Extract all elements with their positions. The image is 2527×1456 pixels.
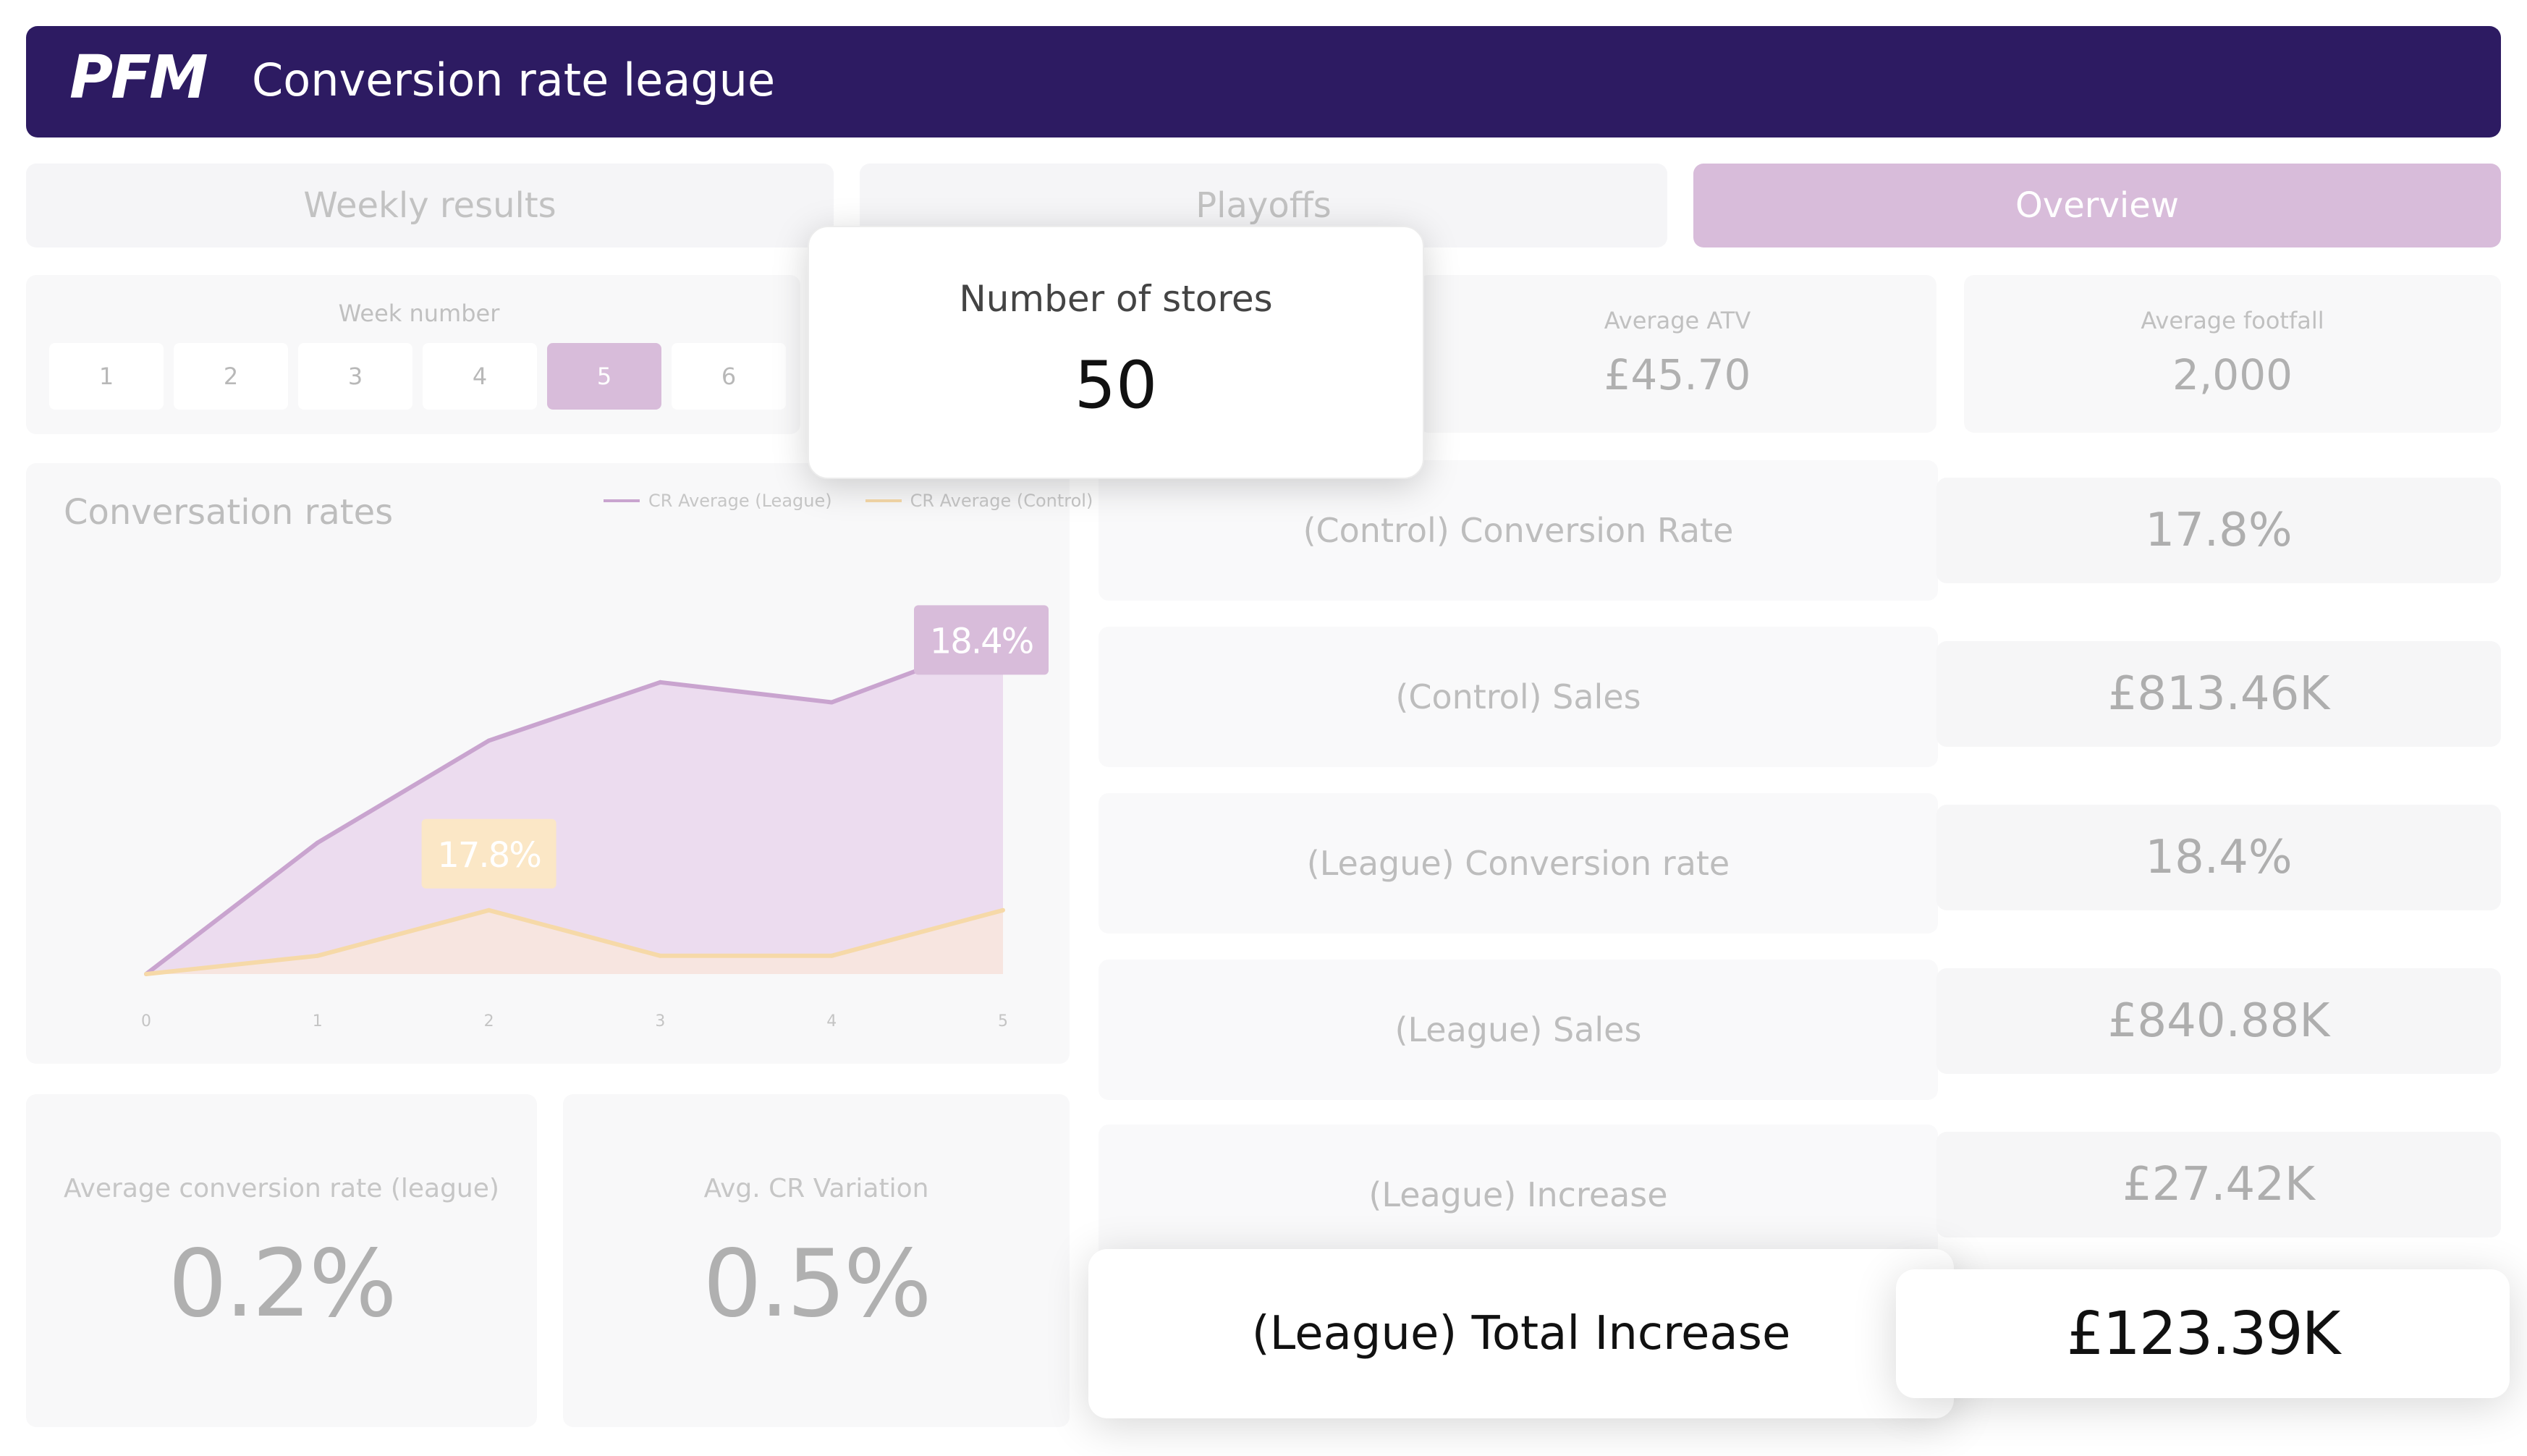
average-footfall-label: Average footfall [2141, 307, 2324, 334]
avg-cr-variation-label: Avg. CR Variation [703, 1174, 929, 1203]
week-button-4[interactable]: 4 [423, 343, 537, 410]
pfm-logo: PFM [69, 43, 208, 112]
league-sales-label: (League) Sales [1099, 960, 1938, 1100]
series-line-control [145, 907, 1004, 976]
average-conversion-rate-card [26, 1094, 537, 1427]
league-sales-value: £840.88K [1936, 968, 2501, 1074]
chart-title: Conversation rates [64, 492, 394, 533]
series-line-league [145, 636, 1004, 976]
league-total-increase-label: (League) Total Increase [1088, 1249, 1954, 1418]
week-button-1[interactable]: 1 [49, 343, 164, 410]
data-point-control-4 [829, 953, 834, 958]
legend-label-control: CR Average (Control) [910, 491, 1093, 511]
league-total-increase-value: £123.39K [1896, 1269, 2510, 1398]
average-footfall-value: 2,000 [2172, 350, 2293, 399]
legend-label-league: CR Average (League) [648, 491, 832, 511]
x-tick-label: 4 [826, 1012, 837, 1030]
number-of-stores-value: 50 [1074, 347, 1158, 423]
conversion-rate-chart: 0 1 2 3 4 5 18.4% 17.8% [141, 605, 1049, 1030]
week-button-3[interactable]: 3 [298, 343, 412, 410]
league-increase-label: (League) Increase [1099, 1125, 1938, 1265]
league-conversion-rate-label: (League) Conversion rate [1099, 793, 1938, 934]
x-tick-label: 1 [313, 1012, 323, 1030]
week-number-label: Week number [338, 300, 500, 327]
average-conversion-rate-value: 0.2% [168, 1230, 397, 1338]
average-conversion-rate-label: Average conversion rate (league) [64, 1174, 499, 1203]
x-tick-label: 0 [141, 1012, 151, 1030]
data-point-control-5 [1001, 907, 1005, 913]
week-button-6[interactable]: 6 [672, 343, 786, 410]
average-footfall-card [1964, 275, 2501, 433]
series-area-league [146, 638, 1003, 974]
league-conversion-rate-value: 18.4% [1936, 805, 2501, 910]
x-tick-label: 5 [998, 1012, 1008, 1030]
data-point-league-4 [829, 700, 834, 705]
data-point-control-2 [486, 907, 491, 913]
number-of-stores-card [808, 226, 1424, 479]
data-point-control-3 [658, 953, 663, 958]
week-button-2[interactable]: 2 [174, 343, 288, 410]
control-conversion-rate-label: (Control) Conversion Rate [1099, 460, 1938, 601]
week-button-5[interactable]: 5 [547, 343, 661, 410]
data-point-league-1 [315, 840, 320, 845]
average-atv-value: £45.70 [1604, 350, 1751, 399]
data-label-bg [421, 818, 556, 889]
tab-weekly-results[interactable]: Weekly results [26, 164, 834, 247]
avg-cr-variation-card [563, 1094, 1070, 1427]
control-sales-label: (Control) Sales [1099, 627, 1938, 767]
data-point-control-1 [315, 953, 320, 958]
number-of-stores-label: Number of stores [959, 278, 1273, 320]
control-conversion-rate-value: 17.8% [1936, 478, 2501, 583]
x-tick-label: 3 [655, 1012, 665, 1030]
data-point-league-3 [658, 680, 663, 685]
control-sales-value: £813.46K [1936, 641, 2501, 747]
app-header [26, 26, 2501, 137]
legend-swatch-league [604, 499, 640, 502]
data-point-league-2 [486, 738, 491, 743]
data-label: 17.8% [437, 835, 540, 876]
chart-legend: CR Average (League) CR Average (Control) [604, 491, 1093, 511]
average-atv-card [1418, 275, 1936, 433]
tab-overview[interactable]: Overview [1693, 164, 2501, 247]
average-atv-label: Average ATV [1604, 307, 1751, 334]
series-area-control [146, 910, 1003, 974]
legend-swatch-control [865, 499, 902, 502]
data-point-control-0 [144, 972, 148, 976]
data-label-bg [914, 605, 1049, 675]
avg-cr-variation-value: 0.5% [703, 1230, 931, 1338]
x-tick-label: 2 [484, 1012, 494, 1030]
league-increase-value: £27.42K [1936, 1132, 2501, 1237]
page-title: Conversion rate league [252, 54, 776, 106]
data-label: 18.4% [930, 621, 1033, 661]
